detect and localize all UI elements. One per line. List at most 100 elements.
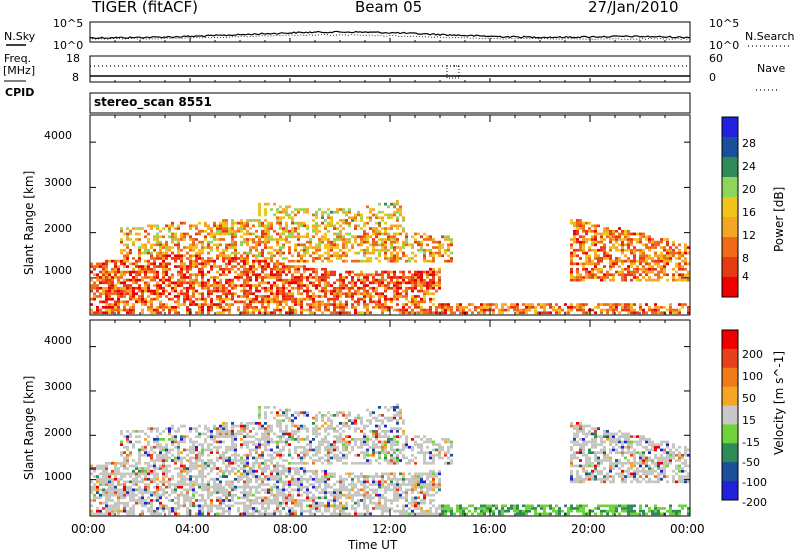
- power-cell: [255, 286, 258, 290]
- velocity-cell: [354, 483, 357, 486]
- power-cell: [624, 248, 627, 252]
- power-cell: [678, 243, 681, 247]
- velocity-cell: [90, 472, 93, 476]
- power-cell: [432, 270, 435, 274]
- power-cell: [339, 238, 342, 241]
- velocity-cell: [309, 475, 312, 478]
- power-cell: [153, 259, 156, 263]
- velocity-cell: [144, 445, 147, 449]
- power-cell: [447, 243, 450, 247]
- power-cell: [324, 232, 327, 236]
- power-cell: [375, 306, 378, 309]
- power-cell: [513, 308, 516, 312]
- power-cell: [237, 229, 240, 233]
- power-cell: [93, 297, 96, 301]
- velocity-cell: [186, 483, 189, 486]
- velocity-cell: [225, 459, 228, 462]
- velocity-cell: [282, 472, 285, 476]
- velocity-cell: [276, 509, 279, 513]
- velocity-cell: [312, 485, 315, 489]
- velocity-cell: [297, 485, 300, 489]
- power-cell: [396, 303, 399, 306]
- power-cell: [120, 308, 123, 312]
- power-cell: [216, 257, 219, 260]
- velocity-cell: [180, 477, 183, 481]
- velocity-cell: [126, 440, 129, 444]
- velocity-cell: [303, 453, 306, 457]
- velocity-cell: [243, 430, 246, 433]
- power-cell: [147, 232, 150, 236]
- power-cell: [333, 292, 336, 296]
- power-cell: [276, 267, 279, 271]
- velocity-cell: [279, 501, 282, 505]
- velocity-cell: [165, 456, 168, 460]
- power-cell: [651, 311, 654, 315]
- power-cell: [144, 289, 147, 293]
- velocity-cell: [297, 445, 300, 449]
- power-cell: [198, 232, 201, 236]
- power-cell: [363, 235, 366, 239]
- power-cell: [180, 278, 183, 282]
- power-cell: [285, 267, 288, 271]
- power-cell: [192, 248, 195, 252]
- power-cell: [420, 235, 423, 239]
- power-cell: [207, 224, 210, 228]
- velocity-cell: [348, 472, 351, 476]
- velocity-cell: [282, 453, 285, 457]
- power-cell: [234, 232, 237, 236]
- power-cell: [408, 276, 411, 279]
- velocity-cell: [180, 472, 183, 476]
- velocity-cell: [303, 469, 306, 473]
- velocity-cell: [291, 419, 294, 422]
- power-cell: [240, 259, 243, 263]
- power-cell: [411, 278, 414, 282]
- velocity-cell: [216, 451, 219, 454]
- power-cell: [627, 235, 630, 239]
- velocity-cell: [201, 448, 204, 452]
- power-cell: [147, 308, 150, 312]
- velocity-cell: [264, 445, 267, 449]
- power-cell: [543, 311, 546, 315]
- power-cell: [300, 243, 303, 247]
- velocity-cell: [231, 496, 234, 500]
- power-cell: [327, 257, 330, 260]
- power-cell: [357, 251, 360, 255]
- power-cell: [105, 273, 108, 277]
- velocity-cell: [333, 496, 336, 500]
- velocity-cell: [336, 512, 339, 516]
- velocity-cell: [279, 480, 282, 484]
- velocity-cbar-tick: 200: [742, 348, 763, 361]
- power-cell: [588, 227, 591, 230]
- velocity-cell: [237, 424, 240, 428]
- power-cell: [495, 303, 498, 306]
- velocity-cell: [279, 451, 282, 454]
- power-cell: [261, 240, 264, 244]
- power-cell: [351, 276, 354, 279]
- velocity-cell: [150, 469, 153, 473]
- power-cell: [177, 238, 180, 241]
- power-cell: [324, 257, 327, 260]
- velocity-cell: [297, 488, 300, 492]
- velocity-cell: [222, 509, 225, 513]
- power-cell: [558, 306, 561, 309]
- velocity-cell: [96, 464, 99, 468]
- power-cell: [150, 270, 153, 274]
- velocity-cell: [132, 464, 135, 468]
- velocity-cell: [207, 448, 210, 452]
- power-cell: [375, 216, 378, 220]
- velocity-cell: [213, 435, 216, 438]
- power-cell: [276, 265, 279, 268]
- power-cell: [516, 308, 519, 312]
- power-cell: [264, 306, 267, 309]
- power-cell: [156, 281, 159, 285]
- velocity-cell: [270, 459, 273, 462]
- velocity-cell: [177, 451, 180, 454]
- power-cell: [303, 308, 306, 312]
- power-cell: [447, 246, 450, 249]
- velocity-cell: [324, 440, 327, 444]
- velocity-cell: [264, 467, 267, 470]
- power-cell: [588, 238, 591, 241]
- power-cell: [579, 246, 582, 249]
- velocity-cell: [234, 438, 237, 441]
- velocity-cell: [252, 469, 255, 473]
